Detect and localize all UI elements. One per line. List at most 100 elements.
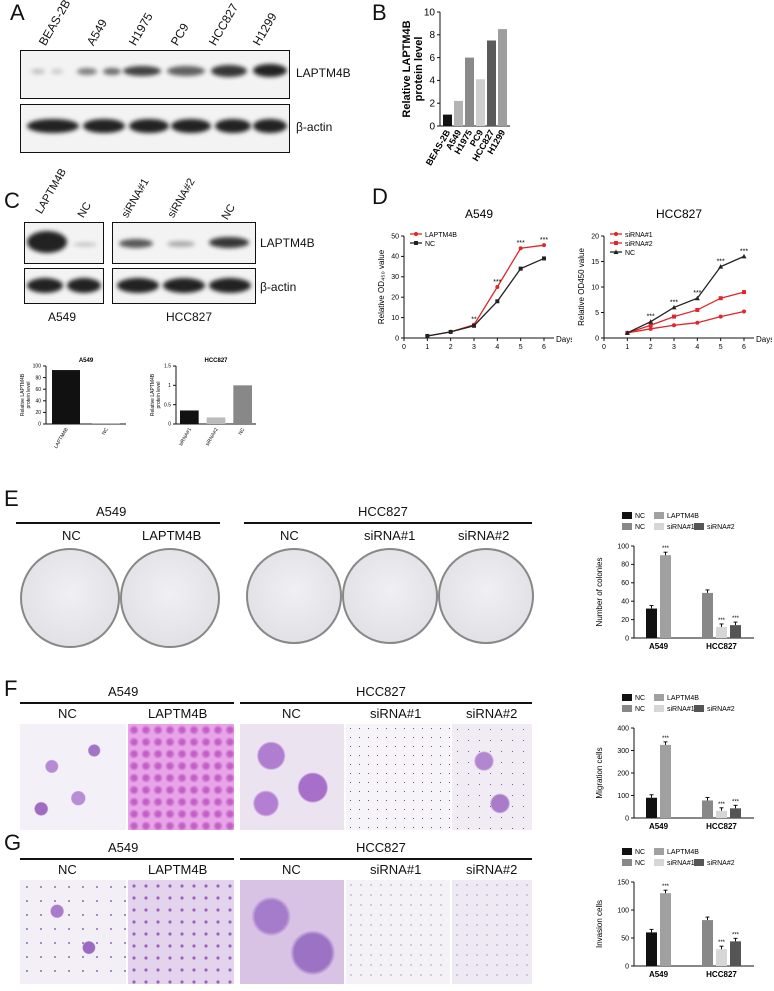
image-label: LAPTM4B xyxy=(148,706,208,721)
x-tick-label: HCC827 xyxy=(706,642,737,651)
group-bracket xyxy=(240,702,532,704)
row-label-actin: β-actin xyxy=(296,120,333,134)
bar xyxy=(660,893,671,966)
data-point xyxy=(672,314,676,319)
y-tick-label: 150 xyxy=(617,879,629,886)
data-point xyxy=(518,246,523,251)
y-tick-label: 0 xyxy=(395,335,399,342)
data-point xyxy=(425,333,430,338)
image-label: siRNA#2 xyxy=(466,706,518,721)
y-tick-label: 200 xyxy=(617,770,629,777)
bar xyxy=(716,810,727,818)
y-tick-label: 100 xyxy=(617,907,629,914)
y-tick-label: 80 xyxy=(35,375,41,381)
bar xyxy=(660,555,671,638)
significance-label: *** xyxy=(647,314,655,321)
data-point xyxy=(542,243,546,248)
legend-swatch xyxy=(622,859,632,866)
data-point xyxy=(695,320,700,325)
lane-label: siRNA#2 xyxy=(165,176,198,220)
y-axis-label: Relative LAPTM4B xyxy=(401,20,413,117)
significance-label: *** xyxy=(718,940,726,946)
group-label-a549: A549 xyxy=(108,684,139,699)
series-line xyxy=(627,255,745,334)
bar xyxy=(646,797,657,818)
x-tick-label: 4 xyxy=(695,344,699,351)
legend-label: siRNA#1 xyxy=(667,706,695,713)
significance-label: *** xyxy=(540,237,548,244)
bar-chart-migration: 0 100 200 300 400 Migration cells NC LAPTM4B NC s… xyxy=(595,694,754,831)
legend-label: siRNA#2 xyxy=(707,706,735,713)
bar xyxy=(454,100,463,126)
data-point xyxy=(742,309,746,314)
data-point xyxy=(472,323,476,328)
significance-label: *** xyxy=(718,802,726,808)
y-tick-label: 5 xyxy=(595,310,599,317)
legend-swatch xyxy=(622,705,632,712)
y-tick-label: 40 xyxy=(391,254,399,261)
panel-label-d: D xyxy=(372,184,388,209)
panel-label-g: G xyxy=(4,830,22,855)
bar xyxy=(465,57,474,126)
blot-hcc827-actin xyxy=(112,268,256,304)
dish-label: siRNA#1 xyxy=(364,528,416,543)
y-tick-label: 8 xyxy=(429,30,435,41)
y-tick-label: 10 xyxy=(391,315,399,322)
bar xyxy=(206,417,226,424)
y-tick-label: 50 xyxy=(621,935,629,942)
group-bracket xyxy=(244,522,532,524)
data-point xyxy=(648,323,653,328)
image-label: NC xyxy=(58,706,77,721)
bar xyxy=(498,29,507,127)
lane-label: siRNA#1 xyxy=(119,176,152,220)
y-tick-label: 100 xyxy=(617,543,629,550)
invasion-image-a549-nc xyxy=(20,880,126,984)
data-point xyxy=(495,299,500,304)
significance-label: *** xyxy=(662,546,670,552)
significance-label: *** xyxy=(732,616,740,622)
invasion-image-hcc827-sirna2 xyxy=(452,880,532,984)
image-label: siRNA#1 xyxy=(370,706,422,721)
lane-label: H1975 xyxy=(125,10,156,49)
data-point xyxy=(624,330,630,335)
x-tick-label: siRNA#2 xyxy=(205,427,220,447)
chart-title: HCC827 xyxy=(656,207,702,221)
data-point xyxy=(648,319,654,324)
invasion-image-hcc827-nc xyxy=(240,880,344,984)
legend-swatch xyxy=(654,694,664,701)
data-point xyxy=(542,256,546,261)
bar xyxy=(476,79,485,126)
significance-label: *** xyxy=(718,618,726,624)
x-tick-label: 3 xyxy=(472,344,476,351)
data-point xyxy=(672,323,676,328)
blot-a549-actin xyxy=(24,268,104,304)
significance-label: *** xyxy=(670,299,678,306)
x-tick-label: A549 xyxy=(649,822,669,831)
y-tick-label: 60 xyxy=(35,387,41,393)
legend-swatch xyxy=(694,523,704,530)
data-point xyxy=(518,266,523,271)
y-tick-label: 2 xyxy=(429,99,435,110)
bar xyxy=(702,592,713,638)
bar-chart-hcc827-level: HCC827 0 0.5 1 1.5 Relative LAPTM4B protein le… xyxy=(150,358,256,447)
y-axis-label: protein level xyxy=(413,37,425,102)
y-axis-label: Number of colonies xyxy=(595,558,604,627)
line-chart-hcc827-growth: HCC827 0 5 10 15 20 Relative OD450 value 0 1 2 3 4 5… xyxy=(577,207,772,351)
row-label-laptm4b: LAPTM4B xyxy=(296,66,351,80)
y-tick-label: 300 xyxy=(617,748,629,755)
legend-swatch xyxy=(654,512,664,519)
group-bracket xyxy=(20,858,234,860)
y-tick-label: 100 xyxy=(617,793,629,800)
y-tick-label: 20 xyxy=(391,295,399,302)
image-label: LAPTM4B xyxy=(148,862,208,877)
chart-title: HCC827 xyxy=(204,358,228,364)
y-tick-label: 40 xyxy=(621,599,629,606)
data-point xyxy=(718,296,723,301)
significance-label: *** xyxy=(732,799,740,805)
legend-label: LAPTM4B xyxy=(667,695,699,702)
series-line xyxy=(627,291,745,334)
dish-label: LAPTM4B xyxy=(142,528,202,543)
colony-dish-hcc827-nc xyxy=(246,548,342,644)
group-label-hcc827: HCC827 xyxy=(356,840,406,855)
